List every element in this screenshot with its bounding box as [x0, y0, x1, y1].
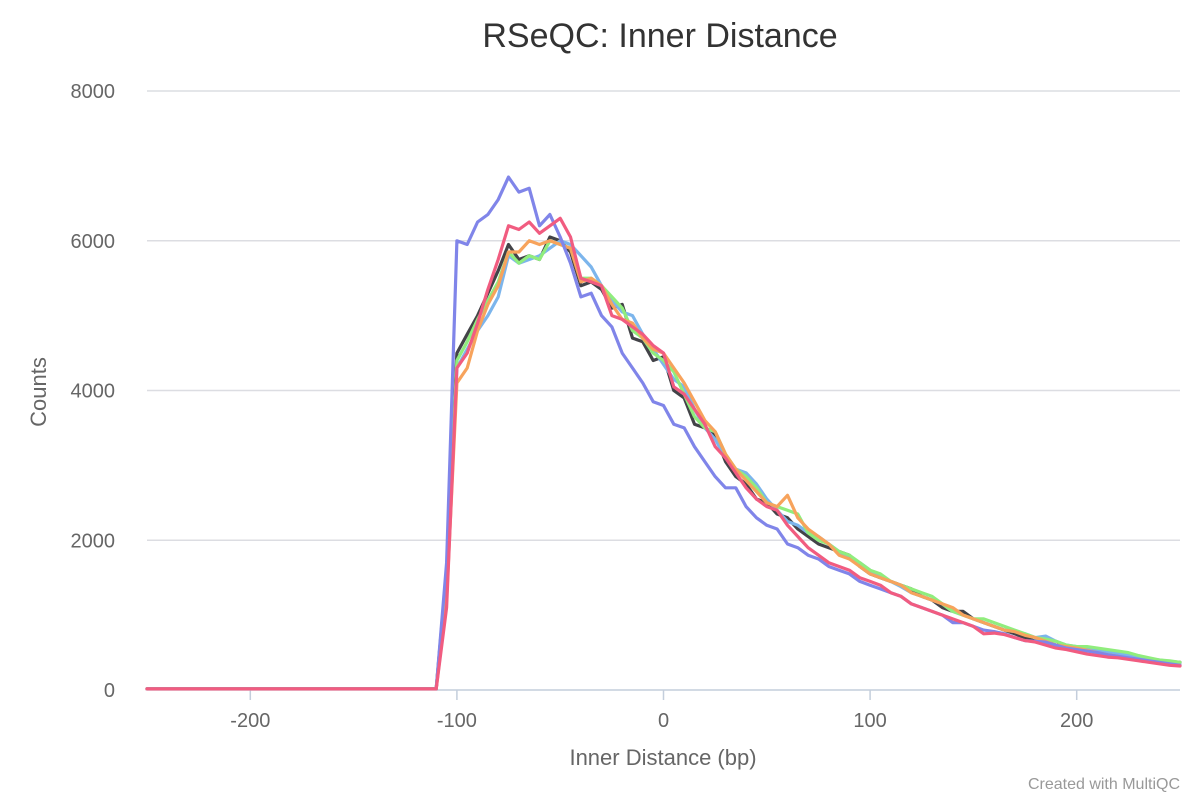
y-tick-label: 6000	[71, 231, 116, 253]
series-line-5[interactable]	[145, 175, 1182, 691]
x-tick-label: 200	[1060, 710, 1093, 732]
series-line-3[interactable]	[145, 239, 1182, 691]
y-tick-label: 4000	[71, 381, 116, 403]
y-axis-ticks: 0 2000 4000 6000 8000	[71, 81, 116, 702]
x-axis-ticks: -200 -100 0 100 200	[230, 690, 1093, 732]
series-line-1[interactable]	[145, 235, 1182, 691]
x-tick-label: -200	[230, 710, 270, 732]
credit-text: Created with MultiQC	[1028, 776, 1180, 793]
x-tick-label: 0	[658, 710, 669, 732]
series-line-2[interactable]	[145, 239, 1182, 691]
grid-lines	[147, 90, 1180, 541]
y-tick-label: 2000	[71, 530, 116, 552]
series-line-6[interactable]	[145, 216, 1182, 691]
series-line-4[interactable]	[145, 239, 1182, 691]
series-lines	[145, 175, 1182, 691]
x-tick-label: -100	[437, 710, 477, 732]
y-tick-label: 0	[104, 680, 115, 702]
y-tick-label: 8000	[71, 81, 116, 103]
x-tick-label: 100	[853, 710, 886, 732]
y-axis-label: Counts	[26, 357, 51, 427]
x-axis-label: Inner Distance (bp)	[569, 745, 756, 770]
chart-title: RSeQC: Inner Distance	[482, 17, 837, 55]
